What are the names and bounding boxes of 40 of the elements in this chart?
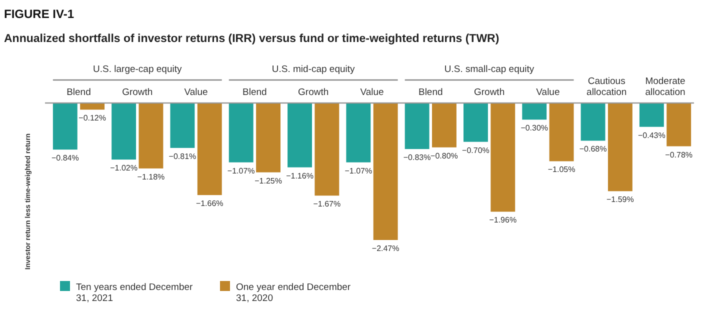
data-label: −0.78% xyxy=(665,150,693,160)
data-label: −0.83% xyxy=(403,153,431,162)
legend-label: Ten years ended December 31, 2021 xyxy=(76,282,193,304)
text: U.S. large-cap equity xyxy=(93,64,182,75)
data-label: −1.07% xyxy=(344,166,372,176)
data-label: −0.30% xyxy=(520,124,548,133)
data-label: −0.12% xyxy=(78,114,106,123)
data-label: −1.67% xyxy=(313,200,341,209)
x-tick-label: Growth xyxy=(474,87,505,98)
data-label: −1.18% xyxy=(137,172,165,182)
x-tick-label: Value xyxy=(536,87,560,98)
data-label: −0.43% xyxy=(638,130,666,140)
data-label: −1.07% xyxy=(227,166,255,176)
data-label: −0.84% xyxy=(51,154,79,163)
chart-title: FIGURE IV-1 xyxy=(4,7,74,21)
data-label: −1.59% xyxy=(606,195,634,204)
data-label: −0.81% xyxy=(168,152,196,161)
x-tick-label: Growth xyxy=(298,87,329,98)
x-tick-label: Value xyxy=(360,87,384,98)
x-tick-label: Blend xyxy=(418,87,443,98)
legend-label: One year ended December 31, 2020 xyxy=(236,282,351,304)
data-label: −1.25% xyxy=(254,176,282,186)
x-tick-label: Value xyxy=(184,87,208,98)
data-label: −1.05% xyxy=(548,165,576,174)
x-tick-label: Blend xyxy=(66,87,91,98)
x-tick-label: Growth xyxy=(122,87,153,98)
data-label: −0.80% xyxy=(430,151,458,160)
text: U.S. mid-cap equity xyxy=(272,64,356,75)
data-label: −1.02% xyxy=(110,164,138,173)
text: U.S. small-cap equity xyxy=(444,64,534,75)
data-label: −1.66% xyxy=(196,199,224,208)
chart-subtitle: Annualized shortfalls of investor returns (IRR) versus fund or time-weighted returns (TWR) xyxy=(4,33,500,45)
x-tick-label: Blend xyxy=(242,87,267,98)
data-label: −1.16% xyxy=(286,171,314,180)
data-label: −2.47% xyxy=(372,244,400,253)
data-label: −0.68% xyxy=(579,144,607,154)
data-label: −0.70% xyxy=(462,146,490,155)
x-tick-label: Cautious allocation xyxy=(586,76,627,98)
x-tick-label: Moderate allocation xyxy=(645,76,686,98)
data-label: −1.96% xyxy=(489,216,517,225)
